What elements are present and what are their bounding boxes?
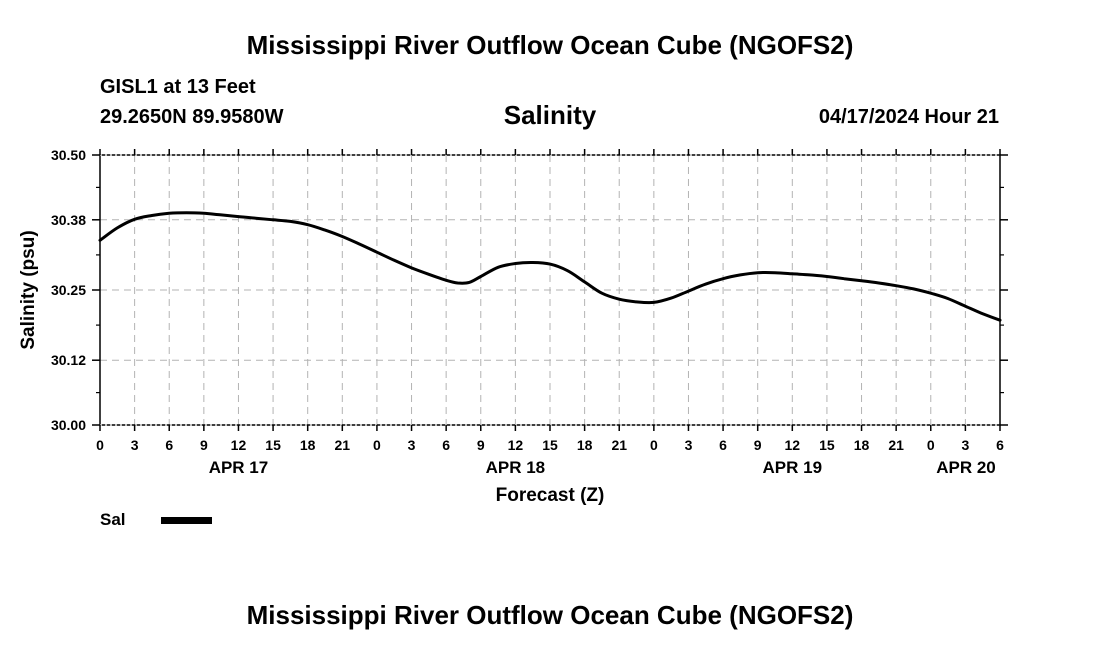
- date-label: APR 17: [209, 458, 269, 477]
- chart-title: Salinity: [503, 100, 597, 130]
- x-tick-label: 21: [611, 437, 627, 453]
- x-tick-label: 9: [200, 437, 208, 453]
- x-axis: 0 3 6 9 12 15 18 21 0 3 6 9 12 15 18 21 0 3 6 9 12 15 18 21 0 3 6: [96, 149, 1004, 453]
- x-tick-label: 6: [165, 437, 173, 453]
- x-tick-label: 21: [335, 437, 351, 453]
- page-title: Mississippi River Outflow Ocean Cube (NG…: [246, 30, 854, 60]
- y-tick-label: 30.38: [51, 212, 86, 228]
- x-tick-label: 21: [888, 437, 904, 453]
- y-tick-label: 30.00: [51, 417, 86, 433]
- x-tick-label: 12: [785, 437, 801, 453]
- x-tick-label: 9: [754, 437, 762, 453]
- x-tick-label: 0: [96, 437, 104, 453]
- x-tick-label: 15: [542, 437, 558, 453]
- x-tick-label: 18: [300, 437, 316, 453]
- y-tick-label: 30.25: [51, 282, 86, 298]
- x-tick-label: 0: [650, 437, 658, 453]
- x-tick-label: 6: [719, 437, 727, 453]
- y-axis: 30.00 30.12 30.25 30.38 30.50: [51, 147, 1008, 433]
- date-label: APR 19: [763, 458, 823, 477]
- x-tick-label: 3: [131, 437, 139, 453]
- station-coordinates: 29.2650N 89.9580W: [100, 106, 284, 128]
- x-tick-label: 0: [927, 437, 935, 453]
- x-tick-label: 18: [577, 437, 593, 453]
- x-tick-label: 6: [996, 437, 1004, 453]
- series-line-sal: [98, 211, 1002, 322]
- y-tick-label: 30.50: [51, 147, 86, 163]
- x-tick-label: 3: [685, 437, 693, 453]
- x-tick-label: 6: [442, 437, 450, 453]
- x-tick-label: 15: [265, 437, 281, 453]
- date-labels: APR 17 APR 18 APR 19 APR 20: [209, 458, 996, 477]
- date-label: APR 18: [486, 458, 546, 477]
- station-name: GISL1 at 13 Feet: [100, 76, 256, 98]
- date-label: APR 20: [936, 458, 996, 477]
- legend-swatch-sal: [161, 517, 212, 524]
- page-title-bottom: Mississippi River Outflow Ocean Cube (NG…: [246, 600, 854, 630]
- x-tick-label: 12: [231, 437, 247, 453]
- x-tick-label: 0: [373, 437, 381, 453]
- chart-grid: [100, 155, 1000, 425]
- x-tick-label: 9: [477, 437, 485, 453]
- x-tick-label: 18: [854, 437, 870, 453]
- x-tick-label: 15: [819, 437, 835, 453]
- x-tick-label: 3: [408, 437, 416, 453]
- x-tick-label: 3: [961, 437, 969, 453]
- x-axis-label: Forecast (Z): [496, 485, 605, 506]
- forecast-datetime: 04/17/2024 Hour 21: [818, 106, 999, 128]
- legend-label-sal: Sal: [100, 510, 126, 529]
- y-axis-label: Salinity (psu): [18, 230, 39, 349]
- x-tick-label: 12: [508, 437, 524, 453]
- y-tick-label: 30.12: [51, 352, 86, 368]
